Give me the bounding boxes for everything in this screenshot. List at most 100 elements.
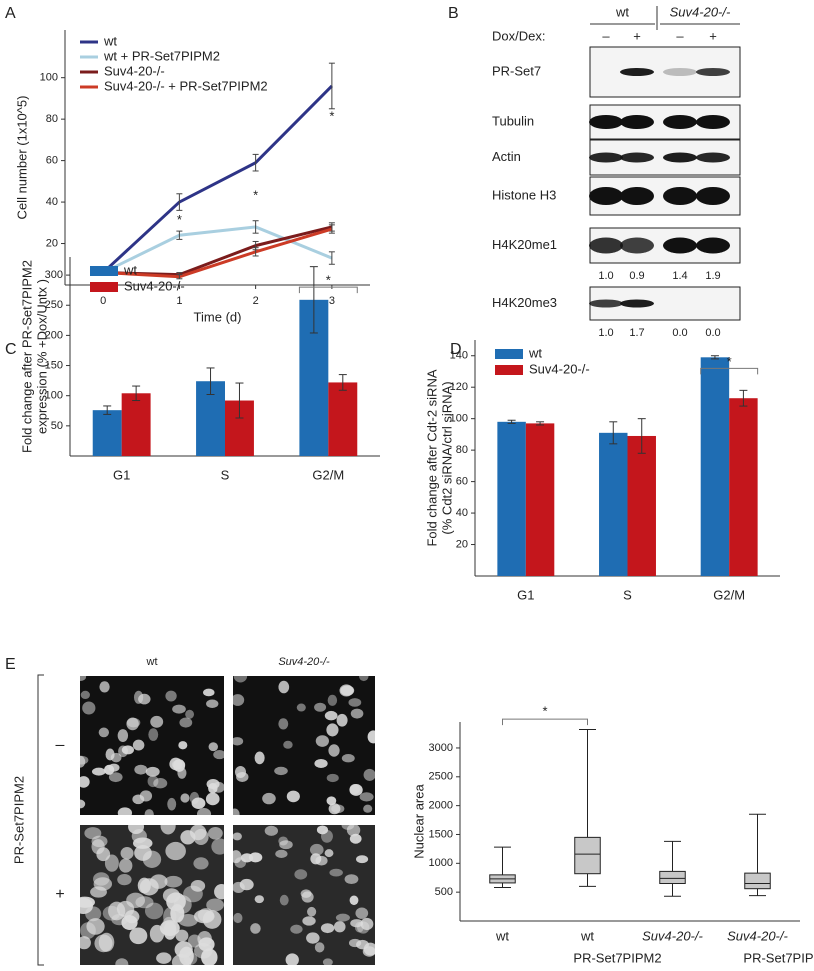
- x-sublabel: PR-Set7PIPM2: [573, 950, 661, 965]
- blot-band: [696, 68, 730, 76]
- nucleus: [98, 727, 110, 738]
- nucleus: [144, 809, 154, 815]
- nucleus: [166, 892, 186, 911]
- nucleus: [214, 884, 224, 900]
- bar: [121, 393, 151, 456]
- nuclei: [233, 825, 375, 965]
- nucleus: [104, 854, 119, 872]
- nucleus: [316, 825, 329, 835]
- nucleus: [134, 764, 148, 775]
- nucleus: [356, 855, 369, 864]
- nucleus: [148, 728, 159, 741]
- nucleus: [178, 913, 198, 927]
- nucleus: [117, 874, 132, 886]
- nucleus: [118, 745, 128, 758]
- y-tick-label: 3000: [429, 742, 453, 754]
- x-axis-title: Time (d): [194, 309, 242, 324]
- blot-band: [589, 187, 623, 205]
- nucleus: [80, 799, 86, 809]
- nucleus: [274, 766, 288, 776]
- error-bar: [252, 247, 259, 257]
- nucleus: [115, 958, 129, 965]
- blot-quant: 1.9: [705, 270, 720, 282]
- legend-swatch: [495, 365, 523, 375]
- nucleus: [150, 715, 164, 728]
- nucleus: [82, 701, 96, 715]
- nucleus: [80, 676, 87, 681]
- lane-label: –: [676, 28, 684, 43]
- significance-bracket: [298, 286, 358, 294]
- significance-label: *: [542, 704, 547, 719]
- nuclei: [233, 676, 375, 815]
- blot-row-label: Histone H3: [492, 187, 556, 202]
- box: [744, 872, 771, 890]
- nucleus: [147, 775, 159, 788]
- column-label: Suv4-20-/-: [278, 656, 330, 668]
- blot-quant: 1.0: [598, 327, 613, 339]
- nucleus: [362, 946, 375, 957]
- blot-band: [589, 152, 623, 163]
- error-bar: [739, 389, 748, 407]
- y-tick-label: 150: [45, 359, 63, 371]
- y-tick-label: 2500: [429, 771, 453, 783]
- y-tick-label: 250: [45, 299, 63, 311]
- blot-band: [620, 299, 654, 308]
- nucleus: [322, 958, 333, 965]
- nucleus: [124, 910, 140, 924]
- x-tick-label: wt: [495, 928, 509, 943]
- nucleus: [367, 730, 375, 744]
- nucleus: [163, 907, 177, 927]
- nucleus: [93, 872, 110, 886]
- nucleus: [98, 932, 115, 952]
- group-label: Suv4-20-/-: [670, 4, 731, 19]
- nucleus: [264, 825, 279, 836]
- y-axis-title: Nuclear area: [411, 784, 426, 859]
- nucleus: [99, 681, 110, 693]
- blot-row-label: H4K20me1: [492, 237, 557, 252]
- nucleus: [167, 797, 177, 811]
- bar: [700, 357, 730, 576]
- nucleus: [80, 936, 91, 950]
- nucleus: [314, 758, 328, 769]
- nucleus: [211, 838, 224, 855]
- nucleus: [341, 825, 355, 830]
- blot-band: [620, 68, 654, 76]
- legend-label: Suv4-20-/-: [124, 278, 185, 293]
- nucleus: [111, 914, 128, 926]
- data-line: [103, 227, 333, 279]
- bar: [729, 398, 758, 576]
- blot-row-label: PR-Set7: [492, 63, 541, 78]
- legend-label: Suv4-20-/-: [104, 63, 165, 78]
- legend-label: wt: [103, 33, 117, 48]
- blot-band: [620, 237, 654, 254]
- nucleus: [179, 946, 194, 965]
- nuclei: [80, 825, 224, 965]
- nucleus: [341, 754, 355, 763]
- nucleus: [233, 832, 242, 841]
- nucleus: [162, 916, 177, 936]
- box: [659, 870, 686, 885]
- blot-band: [620, 187, 654, 205]
- lane-label: –: [602, 28, 610, 43]
- nucleus: [239, 878, 254, 891]
- nucleus: [279, 894, 289, 906]
- y-tick-label: 500: [435, 886, 453, 898]
- nucleus: [233, 694, 245, 706]
- nucleus: [290, 924, 303, 934]
- legend-label: wt: [123, 262, 137, 277]
- blot-quant: 0.0: [705, 327, 720, 339]
- y-axis-title: Fold change after PR-Set7PIPM2: [19, 260, 34, 453]
- nucleus: [197, 808, 212, 815]
- nucleus: [286, 790, 300, 803]
- nucleus: [254, 751, 265, 765]
- panel-label: D: [450, 341, 462, 358]
- blot-band: [620, 115, 654, 129]
- nucleus: [206, 898, 224, 912]
- nuclei: [80, 676, 224, 815]
- nucleus: [128, 825, 145, 834]
- nucleus: [333, 921, 346, 933]
- nucleus: [191, 797, 206, 809]
- nucleus: [355, 907, 369, 919]
- error-bar: [328, 62, 335, 110]
